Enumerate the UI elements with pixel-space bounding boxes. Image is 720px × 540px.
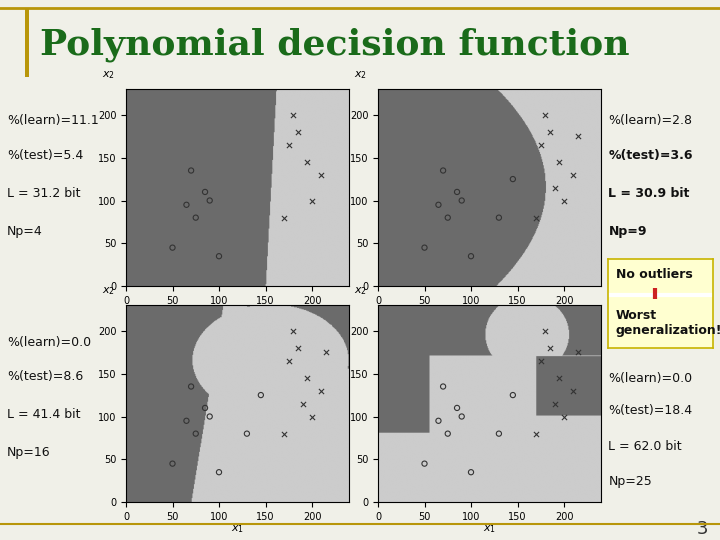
Text: %(test)=3.6: %(test)=3.6	[608, 149, 693, 162]
Point	[572, 348, 584, 356]
Point	[437, 382, 449, 391]
Point	[465, 468, 477, 476]
Point	[507, 391, 518, 400]
Text: Np=25: Np=25	[608, 475, 652, 488]
Point	[535, 356, 546, 365]
Point	[549, 400, 560, 408]
Point	[185, 382, 197, 391]
Point	[554, 374, 565, 382]
Text: Worst
generalization!: Worst generalization!	[616, 309, 720, 338]
Point	[199, 187, 211, 196]
Point	[287, 111, 300, 119]
Point	[279, 213, 290, 222]
Text: L = 30.9 bit: L = 30.9 bit	[608, 187, 690, 200]
Text: Np=4: Np=4	[7, 225, 43, 238]
Text: %(learn)=11.1: %(learn)=11.1	[7, 114, 99, 127]
Point	[167, 460, 179, 468]
Point	[531, 213, 542, 222]
Point	[465, 252, 477, 260]
Point	[199, 403, 211, 412]
Text: %(learn)=2.8: %(learn)=2.8	[608, 114, 693, 127]
Point	[419, 460, 431, 468]
Point	[451, 187, 463, 196]
Point	[320, 348, 332, 356]
Point	[302, 374, 313, 382]
X-axis label: $x_1$: $x_1$	[483, 307, 496, 319]
Point	[507, 175, 518, 184]
X-axis label: $x_1$: $x_1$	[231, 307, 244, 319]
Point	[540, 327, 552, 335]
Point	[181, 416, 192, 425]
Point	[554, 158, 565, 166]
X-axis label: $x_1$: $x_1$	[483, 523, 496, 535]
Text: 3: 3	[696, 520, 708, 538]
Point	[493, 213, 505, 222]
Point	[451, 403, 463, 412]
Point	[535, 140, 546, 149]
Point	[181, 200, 192, 209]
Point	[204, 412, 215, 421]
Point	[190, 429, 202, 438]
Point	[531, 429, 542, 438]
Text: Np=9: Np=9	[608, 225, 647, 238]
Text: Polynomial decision function: Polynomial decision function	[40, 28, 629, 62]
Text: %(learn)=0.0: %(learn)=0.0	[7, 336, 91, 349]
Y-axis label: $x_2$: $x_2$	[102, 70, 114, 81]
Point	[456, 412, 467, 421]
Point	[185, 166, 197, 175]
Text: L = 62.0 bit: L = 62.0 bit	[608, 440, 682, 453]
Text: %(test)=18.4: %(test)=18.4	[608, 404, 693, 417]
Text: %(test)=8.6: %(test)=8.6	[7, 370, 84, 383]
Y-axis label: $x_2$: $x_2$	[102, 286, 114, 297]
Point	[419, 244, 431, 252]
Point	[567, 171, 579, 179]
Point	[442, 213, 454, 222]
Text: L = 31.2 bit: L = 31.2 bit	[7, 187, 81, 200]
Point	[437, 166, 449, 175]
Point	[292, 343, 304, 352]
Point	[292, 127, 304, 136]
Point	[567, 387, 579, 395]
Point	[287, 327, 300, 335]
Point	[167, 244, 179, 252]
Point	[302, 158, 313, 166]
Point	[544, 343, 556, 352]
Text: L = 41.4 bit: L = 41.4 bit	[7, 408, 81, 421]
Point	[297, 400, 308, 408]
Point	[279, 429, 290, 438]
Point	[204, 196, 215, 205]
Point	[558, 196, 570, 205]
Text: %(test)=5.4: %(test)=5.4	[7, 149, 84, 162]
Y-axis label: $x_2$: $x_2$	[354, 286, 366, 297]
Point	[544, 127, 556, 136]
Point	[572, 132, 584, 140]
Point	[213, 468, 225, 476]
Text: %(learn)=0.0: %(learn)=0.0	[608, 372, 693, 385]
Bar	[25, 9, 29, 77]
Point	[255, 391, 266, 400]
Text: No outliers: No outliers	[616, 268, 693, 281]
X-axis label: $x_1$: $x_1$	[231, 523, 244, 535]
Point	[549, 184, 560, 192]
Point	[442, 429, 454, 438]
Y-axis label: $x_2$: $x_2$	[354, 70, 366, 81]
Point	[456, 196, 467, 205]
Point	[315, 387, 327, 395]
Point	[241, 429, 253, 438]
Point	[315, 171, 327, 179]
Point	[558, 412, 570, 421]
Point	[306, 412, 318, 421]
Point	[493, 429, 505, 438]
Point	[190, 213, 202, 222]
Point	[283, 140, 294, 149]
Point	[433, 416, 444, 425]
Point	[283, 356, 294, 365]
Point	[540, 111, 552, 119]
Text: Np=16: Np=16	[7, 446, 51, 459]
Point	[306, 196, 318, 205]
Point	[213, 252, 225, 260]
Point	[433, 200, 444, 209]
